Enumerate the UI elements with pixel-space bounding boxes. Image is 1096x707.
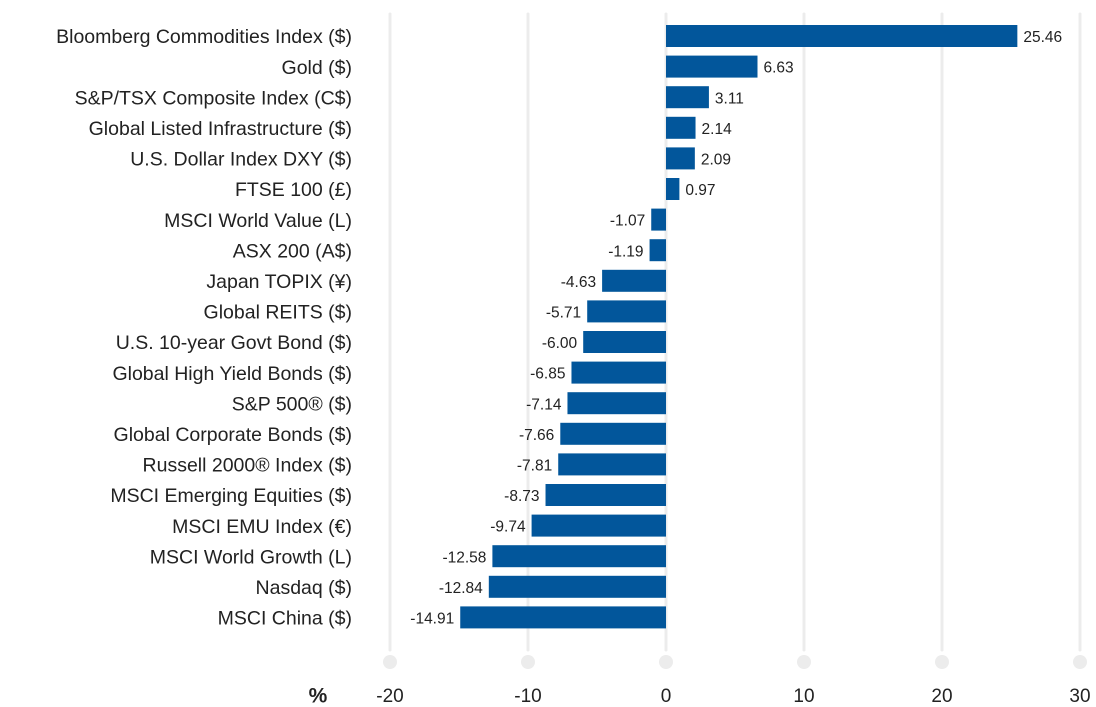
y-tick-label: Nasdaq ($) [256, 577, 352, 599]
x-tick-label: 20 [931, 686, 952, 707]
bar [666, 55, 758, 78]
value-label: -7.14 [526, 396, 562, 413]
bar [651, 208, 666, 231]
bar [666, 147, 695, 170]
bar [571, 361, 666, 384]
y-tick-label: U.S. Dollar Index DXY ($) [130, 149, 352, 171]
grid-dot [383, 655, 397, 669]
value-label: -5.71 [546, 304, 581, 321]
y-tick-label: MSCI World Growth (L) [150, 546, 352, 568]
bar [545, 484, 666, 506]
x-tick-label: -20 [376, 686, 403, 707]
value-label: -14.91 [410, 610, 454, 627]
bar [488, 575, 666, 598]
bar [460, 606, 666, 629]
grid-dot [1073, 655, 1087, 669]
y-tick-label: Bloomberg Commodities Index ($) [56, 26, 352, 48]
bar [666, 178, 680, 200]
grid-dot [659, 655, 673, 669]
value-label: -9.74 [490, 519, 526, 536]
x-tick-label: -10 [514, 686, 541, 707]
value-label: -12.58 [442, 549, 486, 566]
value-label: -8.73 [504, 488, 539, 505]
bar [560, 422, 666, 445]
value-label: -6.00 [542, 335, 578, 352]
value-label: 2.14 [702, 121, 733, 138]
bar [666, 116, 696, 139]
x-tick-label: 30 [1069, 686, 1090, 707]
y-tick-label: S&P 500® ($) [232, 393, 352, 415]
bar [666, 86, 709, 109]
y-tick-label: Global Listed Infrastructure ($) [89, 118, 352, 140]
bar [583, 331, 666, 353]
value-label: -7.81 [517, 457, 552, 474]
value-label: -1.19 [608, 243, 643, 260]
y-tick-label: Japan TOPIX (¥) [206, 271, 352, 293]
y-tick-label: ASX 200 (A$) [233, 240, 352, 262]
grid-dot [521, 655, 535, 669]
y-tick-label: Global Corporate Bonds ($) [114, 424, 352, 446]
value-label: 6.63 [763, 60, 793, 77]
y-tick-label: MSCI China ($) [218, 608, 352, 630]
bar [587, 300, 666, 323]
y-tick-label: U.S. 10-year Govt Bond ($) [116, 332, 352, 354]
y-tick-label: S&P/TSX Composite Index (C$) [75, 87, 352, 109]
value-label: 3.11 [715, 90, 744, 107]
y-tick-label: MSCI Emerging Equities ($) [110, 485, 352, 507]
value-label: -12.84 [439, 580, 483, 597]
y-tick-label: Russell 2000® Index ($) [143, 455, 352, 477]
bar [567, 392, 666, 415]
y-tick-label: Global High Yield Bonds ($) [112, 363, 352, 385]
x-tick-label: 0 [661, 686, 672, 707]
value-label: 2.09 [701, 151, 731, 168]
value-label: -4.63 [561, 274, 596, 291]
bar [492, 545, 666, 568]
value-label: -6.85 [530, 366, 565, 383]
bar [666, 25, 1018, 47]
bar [531, 514, 666, 537]
value-label: -7.66 [519, 427, 554, 444]
y-tick-label: Gold ($) [282, 57, 352, 79]
y-tick-label: FTSE 100 (£) [235, 179, 352, 201]
y-tick-label: MSCI EMU Index (€) [172, 516, 352, 538]
x-axis-label: % [309, 685, 328, 707]
x-tick-label: 10 [793, 686, 814, 707]
bar [558, 453, 666, 476]
value-label: 0.97 [685, 182, 715, 199]
bar [649, 239, 666, 262]
grid-dot [797, 655, 811, 669]
y-tick-label: Global REITS ($) [204, 302, 352, 324]
value-label: -1.07 [610, 213, 645, 230]
y-tick-label: MSCI World Value (L) [164, 210, 352, 232]
bar [602, 269, 666, 292]
value-label: 25.46 [1023, 29, 1062, 46]
grid-dot [935, 655, 949, 669]
